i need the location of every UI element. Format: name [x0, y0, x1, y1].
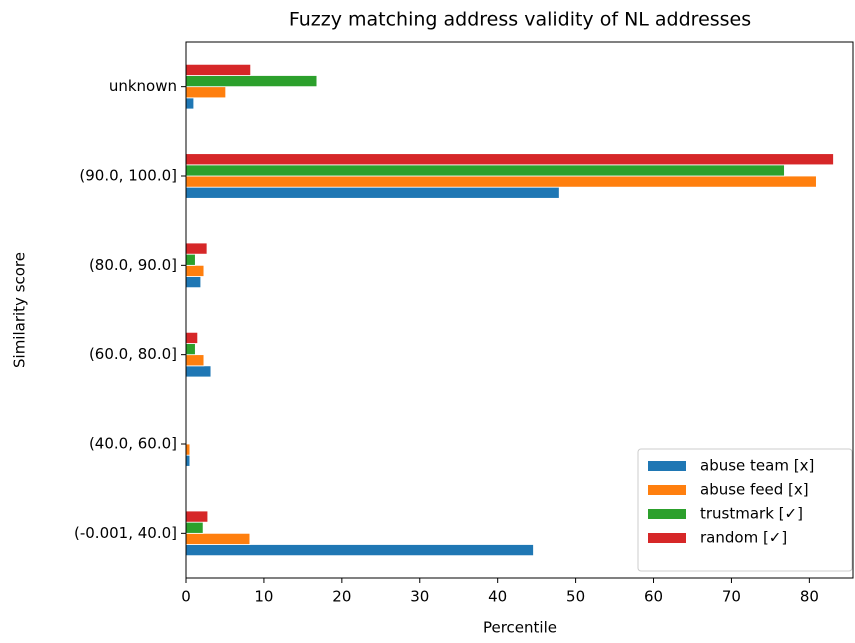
x-axis-label: Percentile: [483, 619, 557, 637]
legend-swatch: [648, 461, 686, 471]
y-axis-label: Similarity score: [11, 252, 29, 368]
bar: [185, 242, 208, 255]
bar: [185, 521, 204, 534]
bar: [185, 276, 202, 289]
y-tick-label: (60.0, 80.0]: [89, 345, 177, 363]
axes-frame: [185, 41, 854, 579]
legend-label: random [✓]: [700, 529, 787, 547]
chart-title: Fuzzy matching address validity of NL ad…: [289, 9, 751, 31]
legend-label: abuse team [x]: [700, 457, 814, 475]
x-tick-label: 70: [722, 588, 741, 606]
bar: [185, 544, 534, 557]
legend-box: [637, 448, 853, 572]
bar: [185, 63, 252, 76]
x-tick-label: 30: [410, 588, 429, 606]
legend-swatch: [648, 485, 686, 495]
y-tick-label: (80.0, 90.0]: [89, 256, 177, 274]
legend-label: trustmark [✓]: [700, 505, 803, 523]
bar: [185, 75, 318, 88]
x-tick-label: 60: [644, 588, 663, 606]
bar: [185, 343, 196, 356]
x-tick-label: 40: [488, 588, 507, 606]
bar: [185, 510, 209, 523]
bar: [185, 164, 785, 177]
y-tick-label: (-0.001, 40.0]: [74, 524, 177, 542]
y-tick-label: (90.0, 100.0]: [79, 167, 177, 185]
x-tick-label: 0: [181, 588, 191, 606]
y-tick-label: unknown: [109, 77, 177, 95]
bar: [185, 354, 205, 367]
bar: [185, 86, 227, 99]
bar: [185, 454, 191, 467]
bar: [185, 253, 196, 266]
bar: [185, 97, 195, 110]
bar: [185, 175, 817, 188]
bar: [185, 331, 199, 344]
y-tick-label: (40.0, 60.0]: [89, 435, 177, 453]
bar: [185, 264, 205, 277]
x-tick-label: 50: [566, 588, 585, 606]
x-tick-label: 20: [332, 588, 351, 606]
bar: [185, 365, 212, 378]
bar: [185, 532, 251, 545]
x-tick-label: 10: [254, 588, 273, 606]
legend-label: abuse feed [x]: [700, 481, 809, 499]
bar: [185, 186, 560, 199]
bar: [185, 153, 834, 166]
legend-swatch: [648, 533, 686, 543]
bar: [185, 443, 191, 456]
x-tick-label: 80: [800, 588, 819, 606]
legend-swatch: [648, 509, 686, 519]
